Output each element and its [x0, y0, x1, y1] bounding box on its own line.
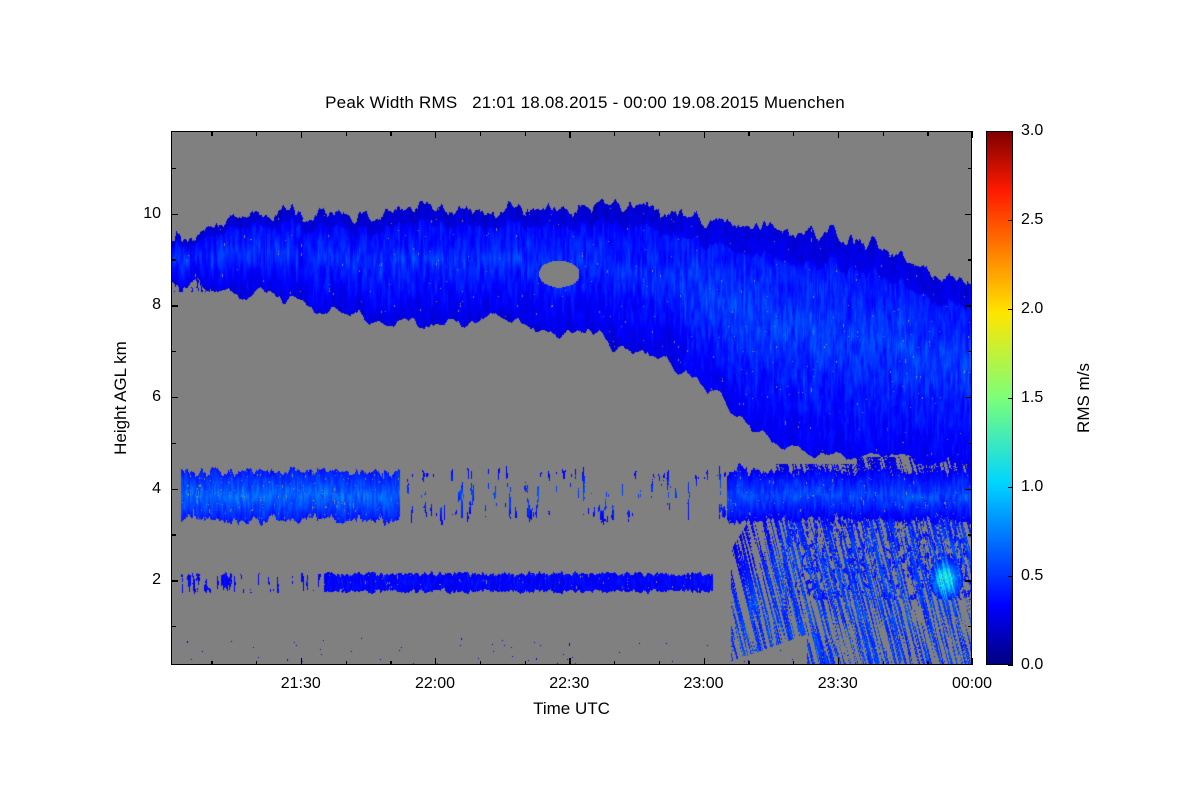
x-tick — [300, 131, 303, 138]
colorbar-tick-label: 1.0 — [1021, 478, 1044, 495]
colorbar-tick — [1008, 665, 1013, 667]
x-tick — [256, 131, 258, 136]
x-tick — [972, 131, 974, 138]
x-tick — [793, 660, 795, 665]
colorbar-tick — [1008, 487, 1013, 489]
heatmap-image — [172, 132, 971, 664]
x-tick — [300, 658, 303, 665]
colorbar-tick — [1008, 131, 1013, 133]
x-tick — [972, 658, 974, 665]
y-tick — [171, 167, 176, 170]
y-tick — [171, 305, 178, 307]
x-tick — [703, 658, 705, 665]
colorbar-tick-label: 3.0 — [1021, 122, 1044, 139]
colorbar-tick — [1008, 309, 1013, 311]
y-tick — [967, 259, 972, 261]
x-tick-label: 00:00 — [951, 675, 993, 692]
colorbar-gradient — [987, 132, 1012, 664]
x-tick-label: 21:30 — [280, 675, 321, 692]
y-tick — [171, 534, 176, 536]
x-tick — [435, 131, 437, 138]
page-title: Peak Width RMS 21:01 18.08.2015 - 00:00 … — [325, 93, 845, 112]
y-tick — [965, 488, 972, 490]
y-tick-label: 2 — [152, 571, 161, 589]
x-tick — [927, 131, 929, 136]
x-tick — [658, 131, 661, 136]
x-tick-label: 23:30 — [817, 675, 858, 692]
y-tick — [967, 442, 972, 445]
y-axis-title: Height AGL km — [111, 341, 130, 455]
colorbar-title: RMS m/s — [1074, 363, 1093, 433]
y-tick-label: 8 — [152, 296, 161, 314]
colorbar-tick-label: 1.5 — [1021, 389, 1044, 406]
x-tick — [658, 660, 661, 665]
x-tick — [390, 131, 392, 136]
x-tick-label: 22:00 — [414, 675, 456, 692]
y-tick — [171, 396, 178, 399]
x-tick — [703, 131, 705, 138]
y-tick — [171, 580, 178, 582]
y-tick — [967, 167, 972, 170]
y-tick — [967, 351, 972, 353]
x-tick — [614, 131, 616, 136]
y-tick-label: 10 — [143, 204, 161, 222]
x-axis-title: Time UTC — [533, 699, 610, 718]
y-tick — [171, 488, 178, 490]
colorbar-tick — [1008, 398, 1013, 400]
colorbar-tick-label: 0.0 — [1021, 656, 1044, 673]
y-tick-label: 4 — [152, 479, 161, 497]
x-tick — [569, 131, 571, 138]
y-tick — [965, 305, 972, 307]
y-tick — [967, 626, 972, 628]
x-tick — [256, 660, 258, 665]
x-tick — [882, 131, 884, 136]
x-tick — [479, 131, 482, 136]
y-tick-label: 6 — [152, 387, 161, 405]
x-tick-label: 23:00 — [683, 675, 724, 692]
x-tick — [837, 658, 840, 665]
x-tick — [479, 660, 482, 665]
x-tick — [524, 660, 526, 665]
colorbar-tick-label: 0.5 — [1021, 567, 1044, 584]
y-tick — [171, 626, 176, 628]
y-tick — [171, 442, 176, 445]
colorbar-tick-label: 2.0 — [1021, 300, 1044, 317]
x-tick — [524, 131, 526, 136]
y-tick — [965, 580, 972, 582]
x-tick — [569, 658, 571, 665]
colorbar-tick-label: 2.5 — [1021, 211, 1044, 228]
y-tick — [171, 351, 176, 353]
y-tick — [171, 213, 178, 215]
x-tick — [748, 131, 750, 136]
x-tick — [211, 660, 213, 665]
y-tick — [965, 396, 972, 399]
heatmap-plot-area — [171, 131, 972, 665]
x-tick — [837, 131, 840, 138]
x-tick — [435, 658, 437, 665]
x-tick — [390, 660, 392, 665]
x-tick-label: 22:30 — [549, 675, 590, 692]
y-tick — [171, 259, 176, 261]
x-tick — [882, 660, 884, 665]
y-tick — [967, 534, 972, 536]
colorbar-tick — [1008, 576, 1013, 578]
x-tick — [927, 660, 929, 665]
x-tick — [211, 131, 213, 136]
y-tick — [965, 213, 972, 215]
x-tick — [748, 660, 750, 665]
x-tick — [614, 660, 616, 665]
x-tick — [345, 660, 347, 665]
colorbar-tick — [1008, 220, 1013, 222]
x-tick — [793, 131, 795, 136]
x-tick — [345, 131, 347, 136]
